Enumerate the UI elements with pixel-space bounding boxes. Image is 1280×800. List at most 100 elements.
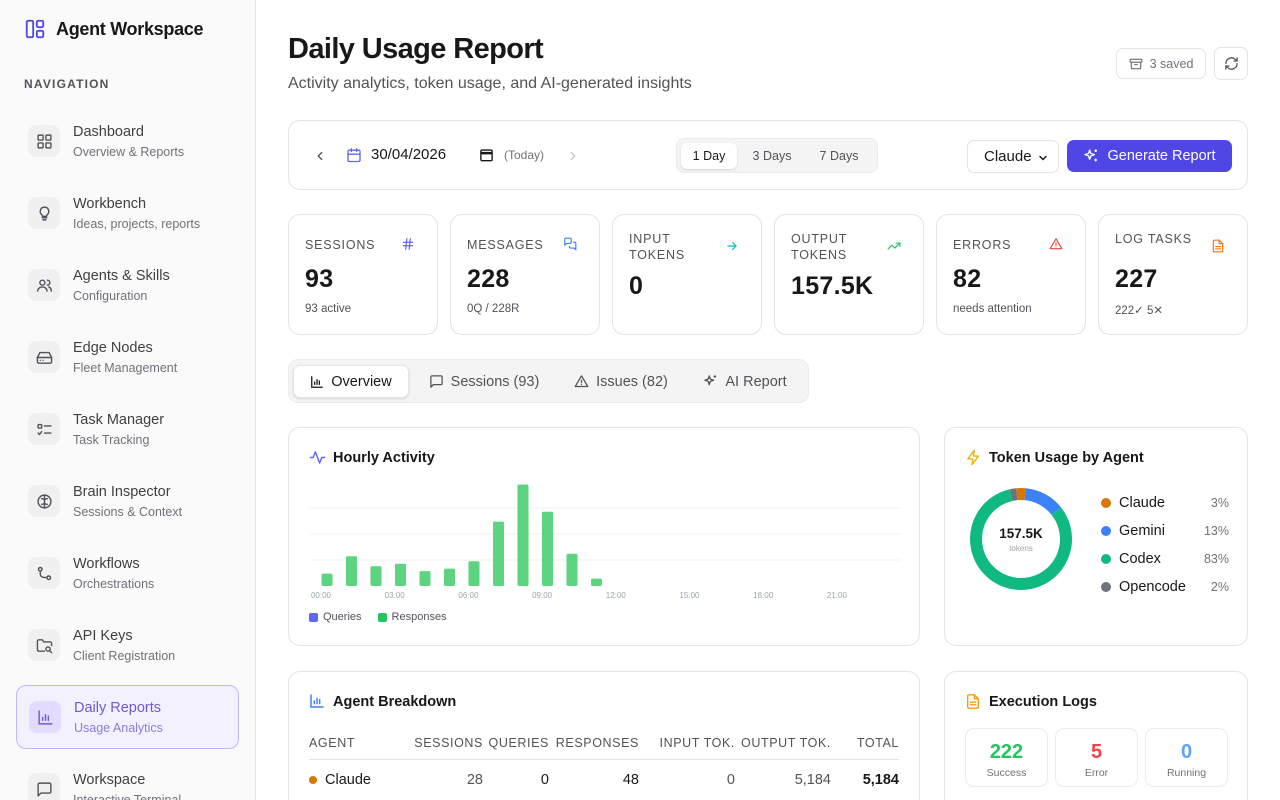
bar-responses-11[interactable]: [591, 578, 602, 586]
date-picker-icon[interactable]: [479, 147, 494, 163]
next-day-button[interactable]: [566, 147, 580, 165]
sidebar-item-subtitle: Overview & Reports: [73, 145, 185, 159]
row-sessions: 28: [466, 772, 483, 788]
agent-breakdown-card: Agent Breakdown AGENT SESSIONS QUERIES R…: [288, 671, 920, 800]
sidebar-item-dashboard[interactable]: Dashboard Overview & Reports: [16, 110, 239, 174]
bar-responses-05[interactable]: [444, 568, 455, 586]
sidebar-item-label: Dashboard: [73, 124, 144, 140]
tab-issues[interactable]: Issues (82): [565, 365, 677, 398]
x-tick-label: 06:00: [458, 591, 479, 600]
legend-queries: Queries: [309, 611, 362, 623]
bar-chart-icon: [309, 693, 325, 709]
date-input[interactable]: 30/04/2026: [371, 146, 447, 163]
range-3-days[interactable]: 3 Days: [752, 149, 792, 163]
hourly-activity-card: Hourly Activity 00:00 03:00 06:00 09:00 12:0…: [288, 427, 920, 646]
donut-unit: tokens: [1009, 543, 1033, 553]
stat-label: ERRORS: [953, 238, 1012, 252]
log-error-label: Error: [1084, 767, 1109, 779]
bar-responses-01[interactable]: [346, 556, 357, 586]
report-tabs: Overview Sessions (93) Issues (82) AI Re…: [288, 359, 809, 403]
stat-label: MESSAGES: [467, 238, 544, 252]
nav-text: Edge Nodes Fleet Management: [73, 339, 177, 377]
stat-subtext: needs attention: [953, 303, 1032, 315]
saved-reports-button[interactable]: 3 saved: [1116, 48, 1206, 79]
message-icon: [429, 374, 444, 389]
sidebar-item-workflows[interactable]: Workflows Orchestrations: [16, 542, 239, 606]
file-text-icon: [965, 693, 981, 710]
page-title: Daily Usage Report: [288, 33, 544, 65]
brand[interactable]: Agent Workspace: [24, 18, 204, 40]
bar-responses-04[interactable]: [419, 571, 431, 586]
sidebar-item-task-manager[interactable]: Task Manager Task Tracking: [16, 398, 239, 462]
bar-responses-02[interactable]: [370, 566, 382, 586]
log-error-count: 5: [1090, 741, 1103, 763]
agent-color-dot: [1101, 526, 1111, 536]
generate-report-button[interactable]: Generate Report: [1067, 140, 1232, 172]
sidebar-item-label: Brain Inspector: [73, 484, 171, 500]
sparkles-icon: [703, 374, 718, 389]
sidebar-item-subtitle: Client Registration: [73, 649, 176, 663]
col-sessions: SESSIONS: [414, 736, 483, 750]
bar-responses-03[interactable]: [395, 563, 406, 586]
log-success-box[interactable]: 222 Success: [965, 728, 1048, 787]
tab-sessions[interactable]: Sessions (93): [419, 365, 549, 398]
log-running-box[interactable]: 0 Running: [1145, 728, 1228, 787]
sidebar-item-api-keys[interactable]: API Keys Client Registration: [16, 614, 239, 678]
prev-day-button[interactable]: [313, 147, 327, 165]
agent-percent: 83%: [1203, 552, 1229, 566]
sidebar-item-workbench[interactable]: Workbench Ideas, projects, reports: [16, 182, 239, 246]
legend-queries-label: Queries: [323, 611, 362, 623]
brand-title: Agent Workspace: [56, 18, 204, 39]
sidebar-item-subtitle: Orchestrations: [73, 577, 155, 591]
tab-overview[interactable]: Overview: [293, 365, 409, 398]
agent-breakdown-title: Agent Breakdown: [333, 694, 457, 710]
bar-responses-09[interactable]: [542, 511, 553, 586]
sidebar-item-daily-reports[interactable]: Daily Reports Usage Analytics: [16, 685, 239, 749]
agent-name: Opencode: [1119, 579, 1186, 595]
agent-select-value: Claude: [984, 148, 1032, 165]
range-7-days[interactable]: 7 Days: [819, 149, 859, 163]
today-label: (Today): [504, 148, 545, 162]
checklist-icon: [28, 413, 60, 445]
sidebar-item-edge-nodes[interactable]: Edge Nodes Fleet Management: [16, 326, 239, 390]
sidebar-item-agents-skills[interactable]: Agents & Skills Configuration: [16, 254, 239, 318]
nav-text: Daily Reports Usage Analytics: [74, 699, 163, 737]
chevron-down-icon: [1037, 152, 1049, 164]
legend-responses: Responses: [377, 611, 447, 623]
col-input-tokens: INPUT TOK.: [659, 736, 735, 750]
agent-select[interactable]: Claude: [967, 140, 1059, 173]
hourly-activity-title: Hourly Activity: [333, 450, 435, 466]
bar-responses-08[interactable]: [517, 484, 529, 586]
token-usage-title: Token Usage by Agent: [989, 450, 1144, 466]
stat-subtext: 93 active: [305, 303, 352, 315]
nav-text: Dashboard Overview & Reports: [73, 123, 184, 161]
stat-value: 82: [953, 265, 982, 293]
stat-label: INPUT TOKENS: [629, 232, 685, 262]
refresh-button[interactable]: [1214, 47, 1248, 80]
row-agent: Claude: [309, 772, 371, 788]
donut-slice-codex[interactable]: [970, 489, 1072, 590]
donut-slice-gemini[interactable]: [1024, 488, 1061, 515]
table-row[interactable]: Claude 28 0 48 0 5,184 5,184: [309, 762, 899, 798]
bar-responses-10[interactable]: [566, 553, 578, 586]
range-1-day[interactable]: 1 Day: [681, 143, 737, 169]
col-queries: QUERIES: [488, 736, 549, 750]
report-toolbar: 30/04/2026 (Today) 1 Day 3 Days 7 Days C…: [288, 120, 1248, 190]
bar-responses-07[interactable]: [493, 521, 504, 586]
sidebar-item-brain-inspector[interactable]: Brain Inspector Sessions & Context: [16, 470, 239, 534]
sidebar-item-workspace[interactable]: Workspace Interactive Terminal: [16, 758, 239, 800]
col-output-tokens: OUTPUT TOK.: [741, 736, 831, 750]
log-error-box[interactable]: 5 Error: [1055, 728, 1138, 787]
bar-responses-00[interactable]: [321, 573, 333, 586]
donut-slice-opencode[interactable]: [1009, 488, 1018, 501]
nav-text: Brain Inspector Sessions & Context: [73, 483, 182, 521]
zap-icon: [965, 449, 982, 466]
tab-ai-report[interactable]: AI Report: [693, 365, 797, 398]
sidebar-item-label: Workspace: [73, 772, 146, 788]
log-success-label: Success: [986, 767, 1027, 779]
generate-report-label: Generate Report: [1107, 148, 1216, 164]
stat-label: OUTPUT TOKENS: [791, 232, 847, 262]
row-queries: 0: [540, 772, 549, 788]
x-tick-label: 18:00: [753, 591, 774, 600]
bar-responses-06[interactable]: [468, 561, 480, 586]
